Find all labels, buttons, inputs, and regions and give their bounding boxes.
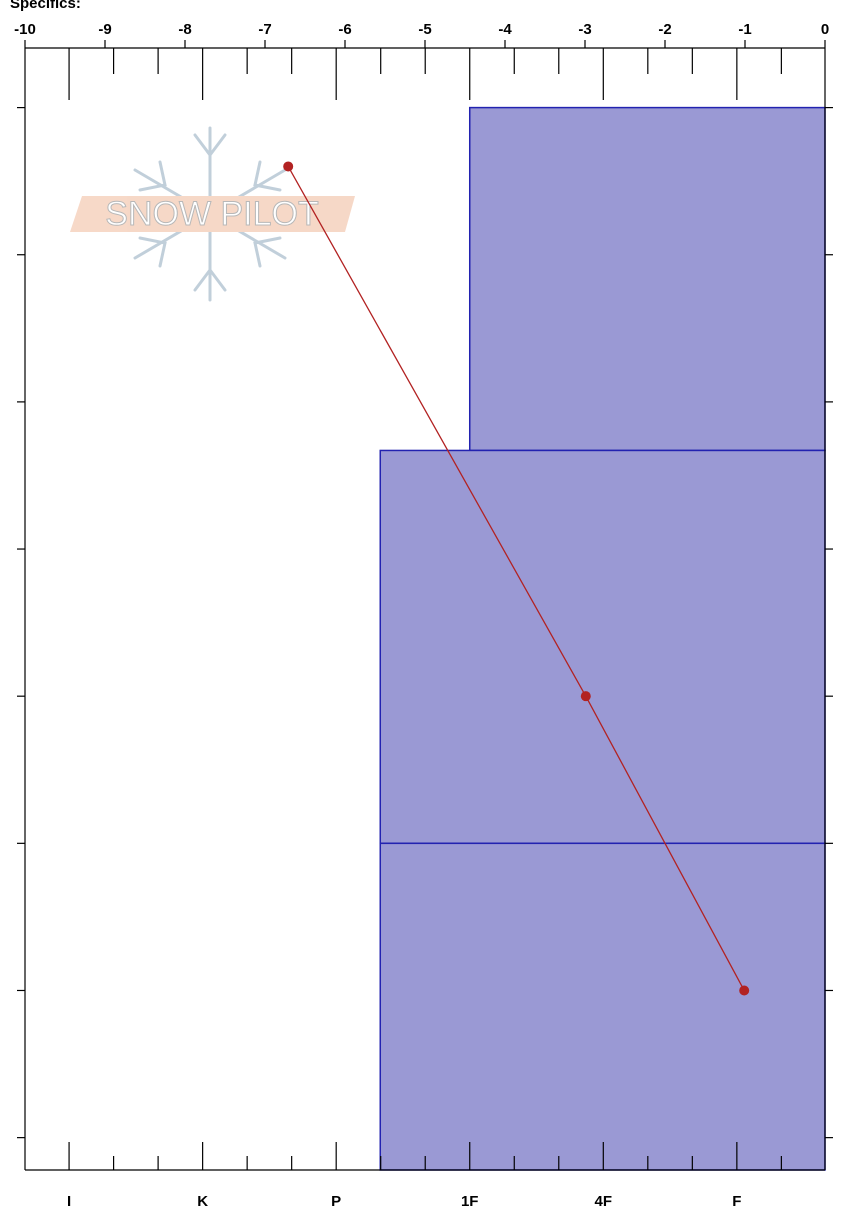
plot [379,106,826,1171]
hardness-label: 4F [595,1193,613,1210]
watermark-text: SNOW PILOT [105,195,318,233]
temperature-point [283,161,294,172]
hardness-layer [379,449,826,845]
header: Specifics: [10,0,81,12]
x-tick-label: -6 [338,21,351,38]
hardness-label: F [732,1193,741,1210]
x-tick-label: -9 [98,21,111,38]
hardness-layer [468,106,826,452]
x-tick-label: -3 [578,21,591,38]
x-tick-label: -1 [738,21,751,38]
watermark [70,126,355,302]
hardness-layer [379,842,826,1171]
x-tick-label: -2 [658,21,671,38]
hardness-label: 1F [461,1193,479,1210]
hardness-label: K [197,1193,208,1210]
x-tick-label: -10 [14,21,36,38]
x-tick-label: -8 [178,21,191,38]
temperature-point [739,985,750,996]
temperature-point [580,691,591,702]
x-tick-label: -4 [498,21,512,38]
x-tick-label: -5 [418,21,431,38]
hardness-label: P [331,1193,341,1210]
hardness-label: I [67,1193,71,1210]
x-tick-label: 0 [821,21,829,38]
x-tick-label: -7 [258,21,271,38]
